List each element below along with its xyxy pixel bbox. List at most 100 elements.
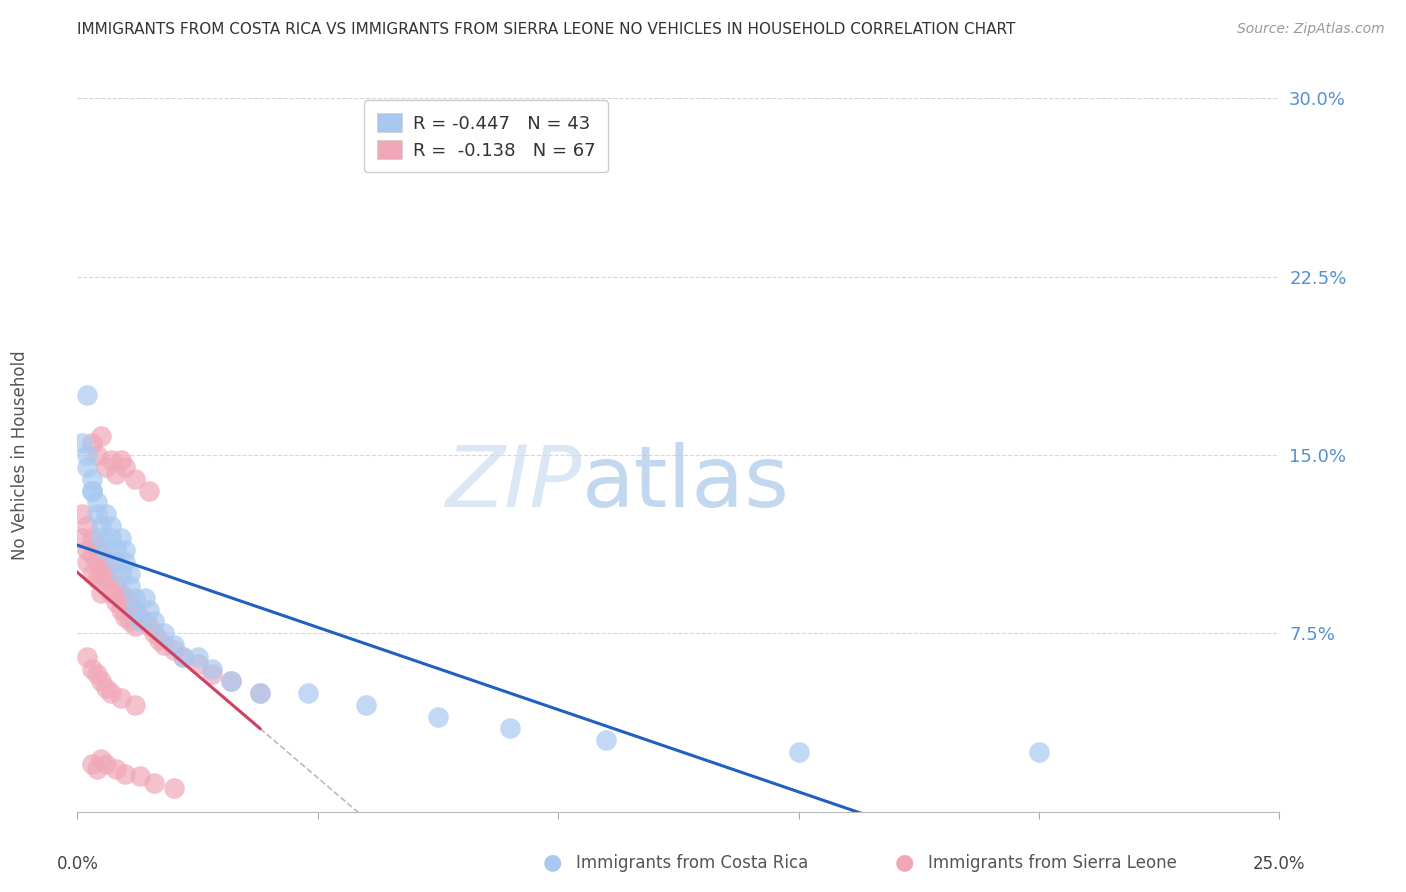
Point <box>70 508 93 522</box>
Point <box>86 508 108 522</box>
Text: Source: ZipAtlas.com: Source: ZipAtlas.com <box>1237 22 1385 37</box>
Point <box>128 769 150 783</box>
Point <box>114 543 136 558</box>
Point <box>100 531 122 545</box>
Point <box>187 650 209 665</box>
Point <box>120 615 142 629</box>
Point <box>110 690 132 705</box>
Point <box>128 609 150 624</box>
Text: ●: ● <box>543 853 562 872</box>
Point <box>80 472 103 486</box>
Text: ●: ● <box>894 853 914 872</box>
Text: Immigrants from Sierra Leone: Immigrants from Sierra Leone <box>928 855 1177 872</box>
Point <box>143 776 166 790</box>
Text: ZIP: ZIP <box>446 442 582 525</box>
Point <box>90 531 112 545</box>
Point <box>104 595 127 609</box>
Point <box>172 650 194 665</box>
Text: Immigrants from Costa Rica: Immigrants from Costa Rica <box>576 855 808 872</box>
Point <box>138 483 160 498</box>
Point <box>110 566 132 581</box>
Point <box>114 591 136 605</box>
Point <box>120 595 142 609</box>
Point <box>80 662 103 676</box>
Point <box>80 548 103 562</box>
Point <box>76 519 98 533</box>
Point <box>110 602 132 616</box>
Point <box>104 579 127 593</box>
Point <box>219 673 242 688</box>
Point <box>76 448 98 462</box>
Point <box>138 602 160 616</box>
Point <box>104 762 127 776</box>
Point <box>124 472 146 486</box>
Point <box>153 626 176 640</box>
Point <box>100 519 122 533</box>
Point <box>104 555 127 569</box>
Point <box>76 388 98 402</box>
Point <box>86 572 108 586</box>
Text: atlas: atlas <box>582 442 790 525</box>
Point <box>354 698 377 712</box>
Point <box>90 519 112 533</box>
Point <box>162 780 184 795</box>
Text: No Vehicles in Household: No Vehicles in Household <box>11 350 28 560</box>
Point <box>162 638 184 652</box>
Point <box>90 586 112 600</box>
Legend: R = -0.447   N = 43, R =  -0.138   N = 67: R = -0.447 N = 43, R = -0.138 N = 67 <box>364 100 607 172</box>
Point <box>90 566 112 581</box>
Point <box>86 448 108 462</box>
Point <box>595 733 617 747</box>
Point <box>104 543 127 558</box>
Point <box>249 686 271 700</box>
Point <box>499 722 522 736</box>
Point <box>76 459 98 474</box>
Point <box>100 452 122 467</box>
Point <box>96 555 118 569</box>
Point <box>128 615 150 629</box>
Point <box>114 609 136 624</box>
Point <box>249 686 271 700</box>
Point <box>110 452 132 467</box>
Point <box>96 459 118 474</box>
Point <box>96 757 118 772</box>
Text: IMMIGRANTS FROM COSTA RICA VS IMMIGRANTS FROM SIERRA LEONE NO VEHICLES IN HOUSEH: IMMIGRANTS FROM COSTA RICA VS IMMIGRANTS… <box>77 22 1015 37</box>
Point <box>70 436 93 450</box>
Point <box>120 566 142 581</box>
Point <box>90 429 112 443</box>
Point <box>86 495 108 509</box>
Point <box>86 555 108 569</box>
Point <box>86 666 108 681</box>
Point <box>90 548 112 562</box>
Point <box>201 666 224 681</box>
Point <box>90 673 112 688</box>
Point <box>76 650 98 665</box>
Point <box>162 643 184 657</box>
Point <box>80 757 103 772</box>
Point <box>104 467 127 481</box>
Point <box>297 686 319 700</box>
Point <box>1028 745 1050 759</box>
Point <box>76 543 98 558</box>
Point <box>96 543 118 558</box>
Point <box>148 633 170 648</box>
Point <box>110 531 132 545</box>
Point <box>143 626 166 640</box>
Point <box>114 766 136 780</box>
Text: 0.0%: 0.0% <box>56 855 98 872</box>
Point <box>219 673 242 688</box>
Point <box>187 657 209 672</box>
Point <box>70 531 93 545</box>
Point <box>124 591 146 605</box>
Point <box>90 752 112 766</box>
Point <box>153 638 176 652</box>
Point <box>80 483 103 498</box>
Point <box>100 586 122 600</box>
Point <box>124 602 146 616</box>
Point <box>172 650 194 665</box>
Point <box>120 579 142 593</box>
Point <box>80 436 103 450</box>
Point <box>134 591 156 605</box>
Point <box>76 555 98 569</box>
Point <box>114 555 136 569</box>
